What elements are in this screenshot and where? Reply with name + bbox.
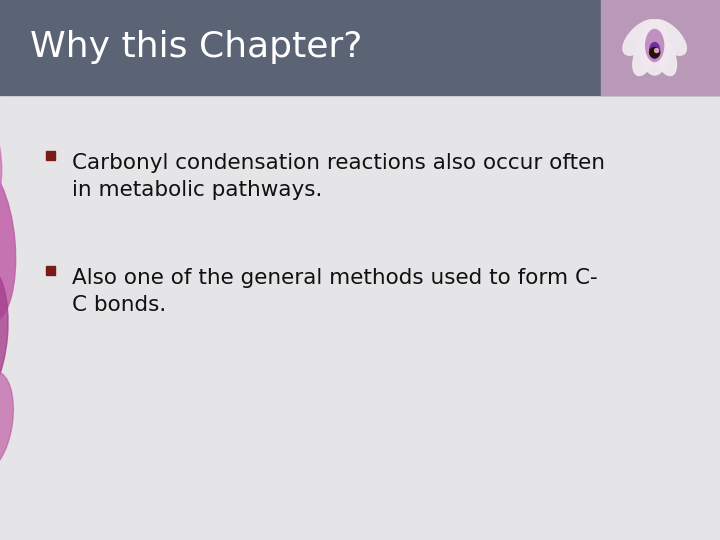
Text: Also one of the general methods used to form C-
C bonds.: Also one of the general methods used to … xyxy=(72,268,598,315)
Bar xyxy=(601,0,720,95)
Circle shape xyxy=(649,48,660,57)
Ellipse shape xyxy=(0,372,14,471)
Ellipse shape xyxy=(641,20,669,75)
Bar xyxy=(45,151,55,159)
Ellipse shape xyxy=(0,163,16,323)
Ellipse shape xyxy=(651,20,686,55)
Circle shape xyxy=(654,49,659,52)
Text: Carbonyl condensation reactions also occur often
in metabolic pathways.: Carbonyl condensation reactions also occ… xyxy=(72,153,605,200)
Ellipse shape xyxy=(0,265,8,404)
Ellipse shape xyxy=(646,30,664,62)
Ellipse shape xyxy=(649,43,660,58)
Text: Why this Chapter?: Why this Chapter? xyxy=(30,30,362,64)
Ellipse shape xyxy=(633,36,657,76)
Bar xyxy=(0,0,720,95)
Bar xyxy=(45,266,55,274)
Ellipse shape xyxy=(653,36,677,76)
Ellipse shape xyxy=(623,20,658,55)
Ellipse shape xyxy=(0,92,1,211)
